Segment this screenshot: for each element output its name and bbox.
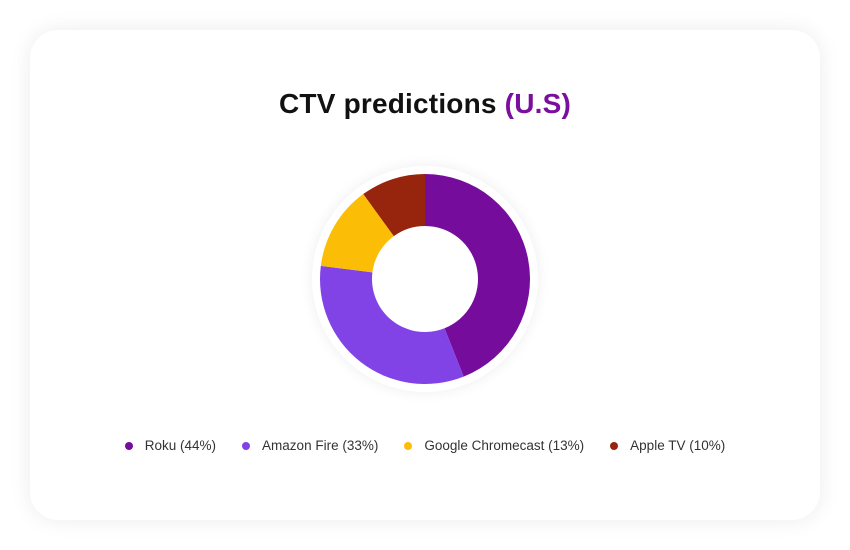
legend-dot-icon — [124, 441, 133, 450]
legend-dot-icon — [404, 441, 413, 450]
chart-title: CTV predictions (U.S) — [0, 88, 850, 120]
legend-label: Apple TV (10%) — [630, 438, 726, 453]
donut-slice-apple-tv[interactable] — [363, 174, 425, 237]
legend-item-roku[interactable]: Roku (44%) — [124, 438, 217, 453]
legend-dot-icon — [242, 441, 251, 450]
legend-label: Amazon Fire (33%) — [262, 438, 379, 453]
donut-slice-amazon-fire[interactable] — [320, 265, 464, 384]
legend-item-apple-tv[interactable]: Apple TV (10%) — [610, 438, 725, 453]
donut-svg — [320, 174, 530, 384]
chart-title-main: CTV predictions — [279, 88, 505, 119]
donut-slice-google-chromecast[interactable] — [320, 194, 394, 273]
donut-slice-roku[interactable] — [425, 174, 530, 377]
legend-label: Roku (44%) — [144, 438, 217, 453]
legend-item-google-chromecast[interactable]: Google Chromecast (13%) — [404, 438, 584, 453]
chart-legend: Roku (44%) Amazon Fire (33%) Google Chro… — [0, 438, 850, 453]
legend-item-amazon-fire[interactable]: Amazon Fire (33%) — [242, 438, 378, 453]
donut-chart — [312, 166, 538, 392]
chart-title-accent: (U.S) — [504, 88, 571, 119]
legend-dot-icon — [610, 441, 619, 450]
legend-label: Google Chromecast (13%) — [424, 438, 585, 453]
